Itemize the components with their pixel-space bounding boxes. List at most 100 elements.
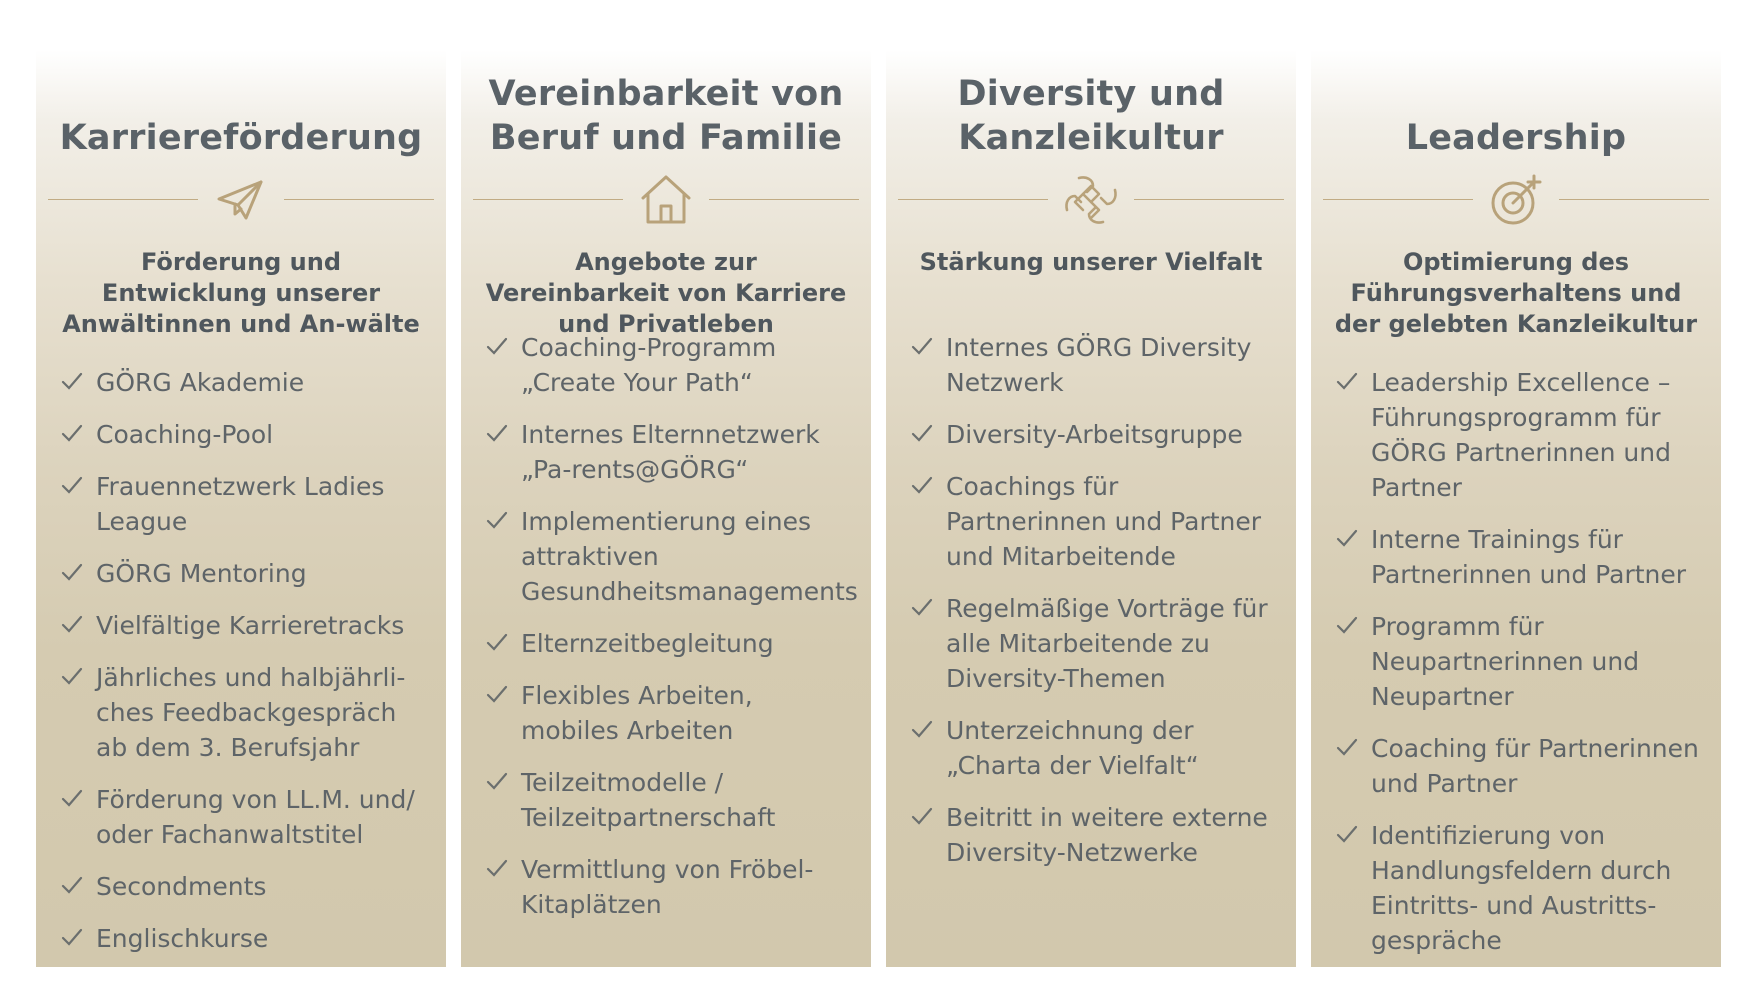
- column-subtitle: Angebote zur Vereinbarkeit von Karriere …: [485, 248, 847, 338]
- list-item-text: Vielfältige Karrieretracks: [96, 611, 405, 640]
- list-item: Jährliches und halbjährli-ches Feedbackg…: [60, 660, 430, 765]
- check-icon: [61, 372, 83, 390]
- list-item-text: Internes GÖRG Diversity Netzwerk: [946, 333, 1252, 397]
- check-icon: [486, 685, 508, 703]
- column-divider: [48, 172, 434, 228]
- list-item: Vielfältige Karrieretracks: [60, 608, 430, 643]
- column-divider: [473, 172, 859, 228]
- list-item-text: GÖRG Mentoring: [96, 559, 307, 588]
- column-subtitle: Förderung und Entwicklung unserer Anwält…: [62, 248, 420, 338]
- column-title: Karriereförderung: [59, 118, 423, 158]
- column-divider: [898, 172, 1284, 228]
- list-item-text: Leadership Excellence – Führungsprogramm…: [1371, 368, 1671, 502]
- paper-plane-icon: [217, 180, 263, 220]
- list-item-text: Secondments: [96, 872, 267, 901]
- list-item: Coachings für Partnerinnen und Partner u…: [910, 469, 1280, 574]
- list-item-text: Coaching für Partnerinnen und Partner: [1371, 734, 1699, 798]
- check-icon: [911, 476, 933, 494]
- list-item: Identifizierung von Handlungsfeldern dur…: [1335, 818, 1705, 958]
- check-icon: [61, 615, 83, 633]
- list-item: Elternzeitbegleitung: [485, 626, 855, 661]
- check-icon: [1336, 616, 1358, 634]
- list-item-text: GÖRG Akademie: [96, 368, 305, 397]
- list-item: GÖRG Mentoring: [60, 556, 430, 591]
- list-item-text: Teilzeitmodelle / Teilzeitpartnerschaft: [521, 768, 776, 832]
- check-icon: [61, 876, 83, 894]
- list-item: Implementierung eines attraktiven Gesund…: [485, 504, 858, 609]
- column-vereinbarkeit: Vereinbarkeit von Beruf und Familie Ange…: [461, 50, 871, 967]
- list-item: Regelmäßige Vorträge für alle Mitarbeite…: [910, 591, 1280, 696]
- divider-line-right: [1134, 199, 1284, 200]
- list-item-text: Coaching-Programm „Create Your Path“: [521, 333, 777, 397]
- list-item-text: Unterzeichnung der „Charta der Vielfalt“: [946, 716, 1199, 780]
- divider-line-right: [709, 199, 859, 200]
- list-item-text: Regelmäßige Vorträge für alle Mitarbeite…: [946, 594, 1268, 693]
- list-item-text: Elternzeitbegleitung: [521, 629, 774, 658]
- check-icon: [61, 424, 83, 442]
- list-item: Englischkurse: [60, 921, 430, 956]
- list-item-text: Identifizierung von Handlungsfeldern dur…: [1371, 821, 1672, 955]
- list-item: Leadership Excellence – Führungsprogramm…: [1335, 365, 1705, 505]
- house-icon: [641, 175, 691, 224]
- column-title: Diversity und Kanzleikultur: [957, 74, 1225, 158]
- list-item: Frauennetzwerk Ladies League: [60, 469, 430, 539]
- check-icon: [911, 807, 933, 825]
- column-subtitle: Stärkung unserer Vielfalt: [919, 248, 1263, 276]
- check-icon: [911, 337, 933, 355]
- check-icon: [61, 476, 83, 494]
- check-icon: [61, 667, 83, 685]
- list-item-text: Coachings für Partnerinnen und Partner u…: [946, 472, 1262, 571]
- divider-line-right: [284, 199, 434, 200]
- list-item-text: Jährliches und halbjährli-ches Feedbackg…: [96, 663, 406, 762]
- list-item-text: Förderung von LL.M. und/ oder Fachanwalt…: [96, 785, 415, 849]
- divider-line-left: [473, 199, 623, 200]
- list-item-text: Vermittlung von Fröbel-Kitaplätzen: [521, 855, 814, 919]
- divider-line-left: [1323, 199, 1473, 200]
- check-icon: [61, 928, 83, 946]
- check-icon: [486, 511, 508, 529]
- column-title: Leadership: [1405, 118, 1627, 158]
- list-item: Internes GÖRG Diversity Netzwerk: [910, 330, 1280, 400]
- list-item: Programm für Neupartnerinnen und Neupart…: [1335, 609, 1705, 714]
- item-list: Internes GÖRG Diversity Netzwerk Diversi…: [910, 330, 1280, 887]
- list-item: Diversity-Arbeitsgruppe: [910, 417, 1280, 452]
- column-subtitle: Optimierung des Führungsverhaltens und d…: [1334, 248, 1698, 338]
- column-karrierefoerderung: Karriereförderung Förderung und Entwickl…: [36, 50, 446, 967]
- list-item: Förderung von LL.M. und/ oder Fachanwalt…: [60, 782, 430, 852]
- joined-hands-icon: [1065, 176, 1117, 224]
- check-icon: [911, 720, 933, 738]
- list-item: Interne Trainings für Partnerinnen und P…: [1335, 522, 1705, 592]
- check-icon: [1336, 738, 1358, 756]
- check-icon: [486, 633, 508, 651]
- item-list: Leadership Excellence – Führungsprogramm…: [1335, 365, 1705, 975]
- list-item-text: Interne Trainings für Partnerinnen und P…: [1371, 525, 1687, 589]
- divider-line-right: [1559, 199, 1709, 200]
- check-icon: [61, 563, 83, 581]
- check-icon: [1336, 372, 1358, 390]
- list-item: Vermittlung von Fröbel-Kitaplätzen: [485, 852, 855, 922]
- check-icon: [1336, 825, 1358, 843]
- item-list: Coaching-Programm „Create Your Path“ Int…: [485, 330, 858, 939]
- check-icon: [486, 337, 508, 355]
- list-item: Coaching-Pool: [60, 417, 430, 452]
- column-title: Vereinbarkeit von Beruf und Familie: [488, 74, 844, 158]
- check-icon: [486, 859, 508, 877]
- check-icon: [911, 424, 933, 442]
- pillars-overview: Karriereförderung Förderung und Entwickl…: [36, 50, 1722, 967]
- divider-line-left: [48, 199, 198, 200]
- list-item-text: Programm für Neupartnerinnen und Neupart…: [1371, 612, 1640, 711]
- column-leadership: Leadership Optimierung des Führungsverha…: [1311, 50, 1721, 967]
- list-item: Unterzeichnung der „Charta der Vielfalt“: [910, 713, 1280, 783]
- list-item-text: Internes Elternnetzwerk „Pa-rents@GÖRG“: [521, 420, 820, 484]
- list-item-text: Diversity-Arbeitsgruppe: [946, 420, 1243, 449]
- list-item-text: Implementierung eines attraktiven Gesund…: [521, 507, 858, 606]
- column-diversity: Diversity und Kanzleikultur Stärkung uns…: [886, 50, 1296, 967]
- check-icon: [911, 598, 933, 616]
- list-item-text: Frauennetzwerk Ladies League: [96, 472, 385, 536]
- list-item: GÖRG Akademie: [60, 365, 430, 400]
- list-item: Coaching-Programm „Create Your Path“: [485, 330, 855, 400]
- list-item: Teilzeitmodelle / Teilzeitpartnerschaft: [485, 765, 855, 835]
- item-list: GÖRG Akademie Coaching-Pool Frauennetzwe…: [60, 365, 430, 973]
- list-item-text: Coaching-Pool: [96, 420, 274, 449]
- list-item: Coaching für Partnerinnen und Partner: [1335, 731, 1705, 801]
